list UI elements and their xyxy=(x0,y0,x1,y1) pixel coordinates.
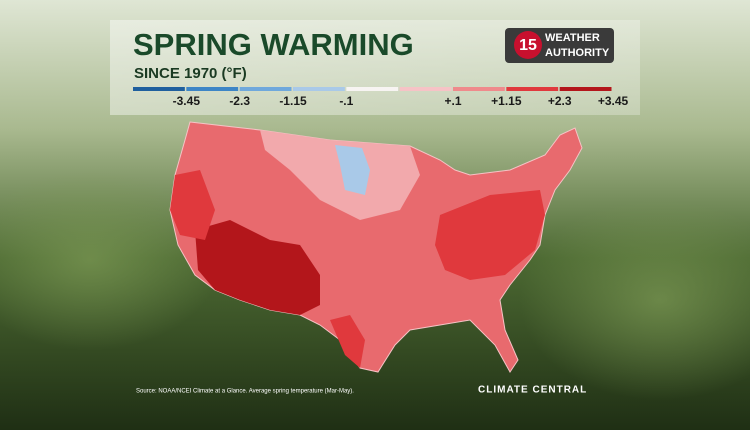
legend-swatch xyxy=(453,87,505,91)
logo: 15 WEATHER AUTHORITY xyxy=(505,28,614,63)
logo-line: AUTHORITY xyxy=(545,47,610,59)
legend: -3.45 -2.3 -1.15 -.1 +.1 +1.15 +2.3 +3.45 xyxy=(133,87,629,108)
logo-line: WEATHER xyxy=(545,32,600,44)
legend-label: +.1 xyxy=(444,94,461,108)
source-note: Source: NOAA/NCEI Climate at a Glance. A… xyxy=(136,389,354,395)
background-blur xyxy=(520,200,750,400)
legend-label: +1.15 xyxy=(491,94,522,108)
legend-swatch xyxy=(239,87,292,91)
logo-circle xyxy=(514,31,542,59)
brand-name: CLIMATE CENTRAL xyxy=(478,385,587,396)
background-blur xyxy=(0,170,220,350)
title: SPRING WARMING xyxy=(133,27,414,62)
us-map xyxy=(169,121,583,373)
brand: CLIMATE CENTRAL xyxy=(478,385,587,396)
legend-swatch xyxy=(399,87,452,91)
subtitle: SINCE 1970 (°F) xyxy=(134,65,247,82)
legend-label: +2.3 xyxy=(548,94,572,108)
legend-label: -1.15 xyxy=(279,94,307,108)
legend-swatch xyxy=(293,87,345,91)
legend-swatch xyxy=(186,87,239,91)
legend-label: -.1 xyxy=(339,94,353,108)
legend-swatch xyxy=(559,87,612,91)
legend-label: +3.45 xyxy=(598,94,629,108)
legend-swatch xyxy=(133,87,185,91)
logo-number: 15 xyxy=(519,37,537,54)
legend-label: -2.3 xyxy=(229,94,250,108)
legend-label: -3.45 xyxy=(173,94,201,108)
legend-swatch xyxy=(506,87,559,91)
legend-swatch xyxy=(346,87,399,91)
